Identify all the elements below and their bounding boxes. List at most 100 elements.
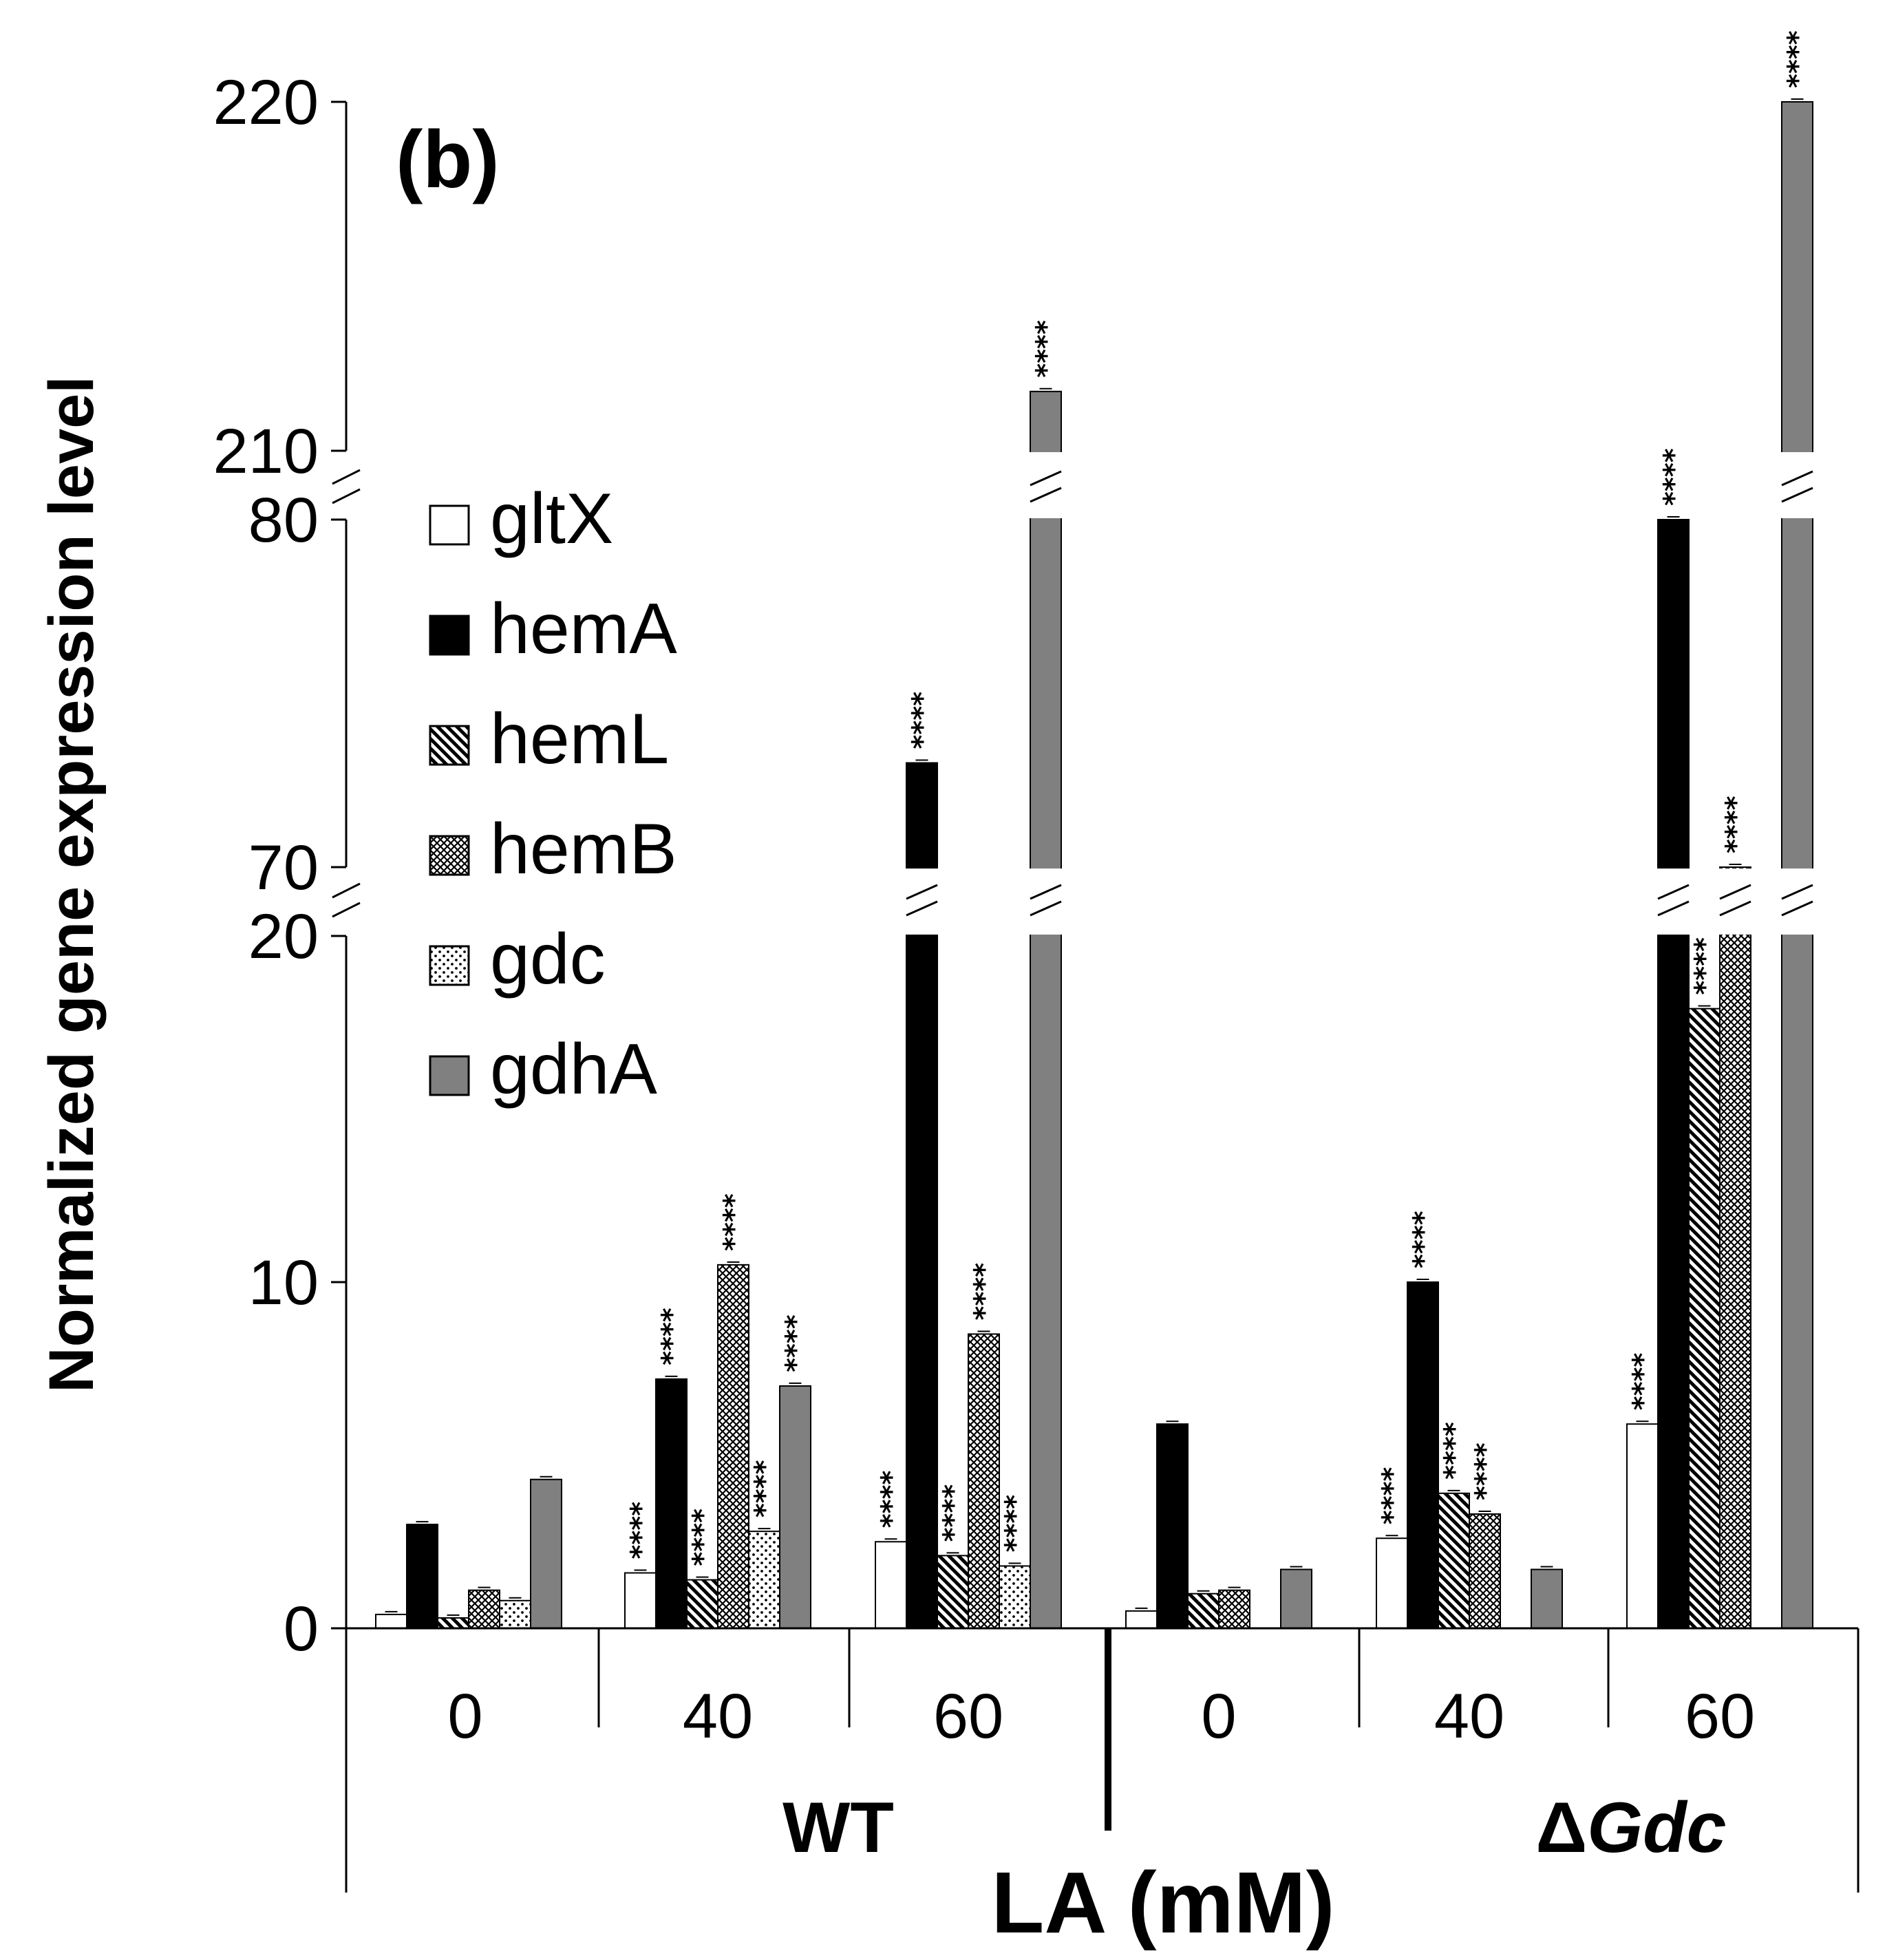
x-tick-label: 0 <box>1201 1681 1236 1751</box>
bar-break-mark <box>1781 884 1813 900</box>
significance-mark: **** <box>626 1502 657 1559</box>
bar-hemA <box>1657 519 1690 1629</box>
significance-mark: **** <box>969 1263 1001 1321</box>
significance-mark: **** <box>876 1470 908 1528</box>
significance-mark: **** <box>718 1193 750 1251</box>
bar-gltX <box>1125 1610 1158 1630</box>
bar-hemL <box>1438 1492 1470 1630</box>
significance-mark: **** <box>749 1460 781 1517</box>
y-tick-label: 210 <box>213 416 319 487</box>
x-tick-label: 40 <box>683 1681 753 1751</box>
bar-break-mark <box>1781 487 1813 503</box>
bar-break-mark <box>1781 470 1813 487</box>
significance-mark: **** <box>907 692 939 749</box>
bar-gdhA <box>1531 1568 1563 1629</box>
bar-hemL <box>937 1555 969 1630</box>
bar-gdc <box>999 1565 1031 1629</box>
y-tick-label: 0 <box>284 1594 319 1664</box>
bar-break-gap <box>1657 869 1690 935</box>
legend-swatch-gltX <box>429 504 470 546</box>
bar-gltX <box>375 1613 407 1629</box>
legend: gltX hemA hemL hemB gdc gdhA <box>429 479 677 1109</box>
significance-mark: **** <box>657 1308 688 1365</box>
x-tick-label: 0 <box>447 1681 482 1751</box>
legend-label-hemA: hemA <box>490 589 677 669</box>
significance-mark: **** <box>1439 1422 1471 1480</box>
bar-hemL <box>1187 1592 1219 1629</box>
bar-gdhA <box>1280 1568 1312 1629</box>
bar-gltX <box>1626 1423 1659 1629</box>
significance-mark: **** <box>780 1314 812 1372</box>
bar-break-mark <box>906 900 938 917</box>
legend-swatch-hemA <box>429 615 470 656</box>
bar-break-mark <box>1719 884 1751 900</box>
significance-mark: **** <box>1377 1467 1409 1524</box>
bar-gdhA <box>1781 101 1813 1629</box>
significance-mark: **** <box>688 1509 719 1566</box>
significance-mark: **** <box>1659 448 1690 506</box>
y-axis-break-mark <box>332 469 361 485</box>
significance-mark: **** <box>1408 1211 1440 1268</box>
legend-label-hemB: hemB <box>490 809 677 889</box>
significance-mark: **** <box>1628 1352 1659 1410</box>
bar-hemB <box>468 1589 500 1629</box>
bar-gltX <box>624 1572 657 1630</box>
legend-label-hemL: hemL <box>490 699 669 779</box>
bar-break-mark <box>1030 900 1062 917</box>
y-axis-break-mark <box>332 488 361 504</box>
bar-break-mark <box>906 884 938 900</box>
legend-swatch-hemB <box>429 835 470 876</box>
bar-hemA <box>1156 1423 1189 1629</box>
significance-mark: **** <box>1000 1495 1032 1553</box>
x-tick-label: 60 <box>933 1681 1003 1751</box>
bar-break-gap <box>1780 869 1814 935</box>
bar-break-mark <box>1657 884 1690 900</box>
bar-gdc <box>499 1599 531 1630</box>
legend-swatch-hemL <box>429 725 470 766</box>
bar-break-gap <box>905 869 939 935</box>
significance-mark: **** <box>1470 1442 1502 1500</box>
bar-break-mark <box>1657 900 1690 917</box>
bar-gdhA <box>530 1478 562 1629</box>
bar-break-gap <box>1029 452 1063 518</box>
y-tick-label: 70 <box>248 833 319 903</box>
bar-break-mark <box>1781 900 1813 917</box>
legend-label-gdc: gdc <box>490 919 606 999</box>
x-tick-label: 60 <box>1685 1681 1755 1751</box>
y-axis-break-mark <box>332 902 361 918</box>
bar-hemA <box>1407 1281 1439 1629</box>
y-axis-break-mark <box>332 882 361 899</box>
group-label-gdc: ΔGdc <box>1535 1788 1726 1868</box>
y-tick-label: 220 <box>213 67 319 138</box>
bar-break-gap <box>1780 452 1814 518</box>
bar-break-mark <box>1030 884 1062 900</box>
bar-break-mark <box>1030 487 1062 503</box>
bars <box>375 98 1814 1630</box>
group-label-gdc-name: Gdc <box>1587 1788 1726 1868</box>
legend-swatch-gdhA <box>429 1055 470 1096</box>
legend-label-gltX: gltX <box>490 479 613 559</box>
bar-break-mark <box>1719 900 1751 917</box>
bar-gltX <box>1376 1537 1408 1629</box>
bar-hemB <box>1218 1589 1250 1629</box>
bar-gltX <box>875 1541 907 1629</box>
group-label-wt: WT <box>782 1788 894 1868</box>
x-axis-label: LA (mM) <box>991 1854 1334 1951</box>
bar-break-mark <box>1030 470 1062 487</box>
bar-hemA <box>406 1524 438 1630</box>
significance-mark: **** <box>1031 320 1063 378</box>
bar-hemA <box>655 1378 688 1629</box>
y-tick-label: 80 <box>248 485 319 555</box>
bar-break-gap <box>1029 869 1063 935</box>
bar-hemL <box>686 1579 718 1630</box>
significance-mark: **** <box>1690 937 1721 995</box>
legend-label-gdhA: gdhA <box>490 1030 658 1109</box>
bar-hemL <box>1688 1008 1721 1629</box>
bar-hemB <box>1469 1513 1501 1630</box>
bar-hemL <box>437 1617 469 1629</box>
legend-swatch-gdc <box>429 945 470 986</box>
bar-gdhA <box>779 1385 811 1630</box>
x-tick-label: 40 <box>1434 1681 1504 1751</box>
